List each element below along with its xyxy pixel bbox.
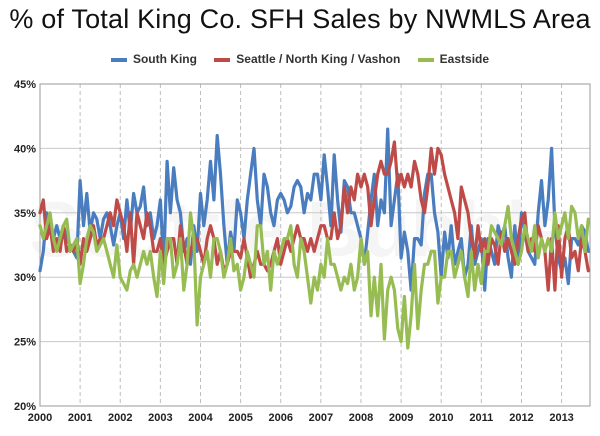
x-tick-label: 2012 <box>509 412 533 424</box>
legend: South King Seattle / North King / Vashon… <box>0 52 600 66</box>
y-tick-label: 25% <box>14 337 36 349</box>
x-tick-label: 2002 <box>108 412 132 424</box>
x-tick-label: 2009 <box>389 412 413 424</box>
x-tick-label: 2005 <box>228 412 252 424</box>
legend-item-seattle: Seattle / North King / Vashon <box>214 52 400 66</box>
y-tick-label: 35% <box>14 208 36 220</box>
x-tick-label: 2007 <box>309 412 333 424</box>
x-tick-label: 2000 <box>28 412 52 424</box>
plot-border <box>39 83 591 407</box>
legend-swatch-eastside <box>417 57 434 62</box>
x-tick-label: 2013 <box>549 412 573 424</box>
legend-swatch-south-king <box>110 57 127 62</box>
series-line-seattle <box>38 140 590 292</box>
x-tick-label: 2004 <box>188 412 213 424</box>
legend-swatch-seattle <box>214 57 231 62</box>
x-tick-label: 2010 <box>429 412 453 424</box>
y-tick-label: 45% <box>14 79 36 91</box>
x-tick-label: 2003 <box>148 412 172 424</box>
y-tick-label: 40% <box>14 143 36 155</box>
legend-label-south-king: South King <box>132 52 197 66</box>
series-line-eastside <box>38 204 590 350</box>
legend-label-eastside: Eastside <box>439 52 490 66</box>
legend-item-eastside: Eastside <box>417 52 490 66</box>
y-tick-label: 20% <box>14 401 36 413</box>
x-tick-label: 2006 <box>268 412 292 424</box>
x-tick-label: 2011 <box>469 412 493 424</box>
x-tick-label: 2001 <box>68 412 92 424</box>
x-tick-label: 2008 <box>349 412 373 424</box>
legend-item-south-king: South King <box>110 52 197 66</box>
chart-title: % of Total King Co. SFH Sales by NWMLS A… <box>9 4 591 34</box>
legend-label-seattle: Seattle / North King / Vashon <box>236 52 401 66</box>
y-tick-label: 30% <box>14 272 36 284</box>
